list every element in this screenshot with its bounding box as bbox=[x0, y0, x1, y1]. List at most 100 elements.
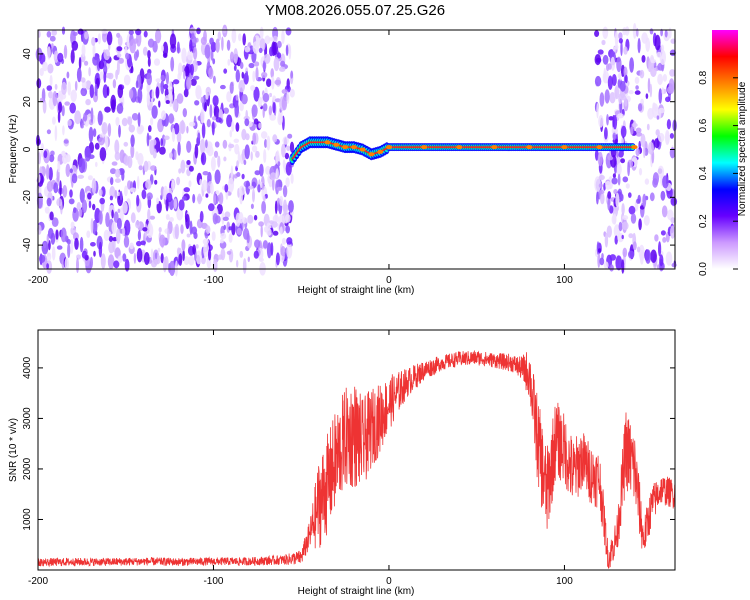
heatmap-noise-cell bbox=[200, 255, 206, 265]
heatmap-noise-cell bbox=[56, 198, 63, 207]
heatmap-noise-cell bbox=[150, 165, 157, 171]
heatmap-noise-cell bbox=[148, 220, 152, 231]
heatmap-noise-cell bbox=[270, 242, 274, 256]
heatmap-noise-cell bbox=[655, 129, 660, 136]
heatmap-noise-cell bbox=[282, 159, 286, 169]
heatmap-noise-cell bbox=[665, 96, 671, 103]
heatmap-noise-cell bbox=[260, 224, 263, 238]
heatmap-noise-cell bbox=[102, 84, 109, 99]
spectrogram-y-tick-label: -40 bbox=[22, 237, 33, 252]
heatmap-noise-cell bbox=[117, 35, 123, 47]
heatmap-noise-cell bbox=[594, 54, 601, 66]
heatmap-noise-cell bbox=[253, 250, 259, 259]
heatmap-noise-cell bbox=[63, 139, 69, 144]
heatmap-noise-cell bbox=[117, 84, 124, 99]
heatmap-noise-cell bbox=[103, 49, 111, 61]
heatmap-noise-cell bbox=[220, 239, 224, 244]
heatmap-noise-cell bbox=[218, 192, 224, 205]
heatmap-noise-cell bbox=[666, 119, 672, 130]
heatmap-noise-cell bbox=[213, 150, 219, 158]
heatmap-noise-cell bbox=[94, 83, 98, 97]
heatmap-noise-cell bbox=[188, 180, 192, 188]
heatmap-noise-cell bbox=[231, 120, 235, 132]
heatmap-noise-cell bbox=[37, 152, 42, 165]
heatmap-noise-cell bbox=[114, 189, 118, 199]
spectrogram-x-tick-label: -100 bbox=[203, 275, 223, 286]
heatmap-noise-cell bbox=[657, 73, 663, 86]
heatmap-noise-cell bbox=[163, 257, 167, 273]
heatmap-noise-cell bbox=[124, 185, 128, 197]
spectrogram-x-tick-label: 100 bbox=[556, 275, 573, 286]
heatmap-noise-cell bbox=[169, 217, 174, 222]
heatmap-noise-cell bbox=[215, 117, 222, 123]
heatmap-noise-cell bbox=[73, 207, 77, 214]
heatmap-noise-cell bbox=[117, 255, 123, 263]
heatmap-noise-cell bbox=[79, 236, 84, 253]
heatmap-noise-cell bbox=[665, 251, 673, 266]
heatmap-noise-cell bbox=[108, 235, 114, 242]
heatmap-noise-cell bbox=[614, 235, 618, 245]
heatmap-noise-cell bbox=[202, 238, 209, 245]
heatmap-noise-cell bbox=[238, 185, 245, 196]
heatmap-noise-cell bbox=[86, 230, 91, 238]
heatmap-noise-cell bbox=[636, 198, 641, 204]
heatmap-noise-cell bbox=[76, 67, 82, 83]
heatmap-noise-cell bbox=[52, 91, 58, 107]
snr-axes: -200 -100 0 100 1000 2000 3000 4000 bbox=[22, 330, 675, 587]
heatmap-noise-cell bbox=[254, 170, 261, 176]
heatmap-noise-cell bbox=[277, 113, 283, 126]
heatmap-noise-cell bbox=[174, 149, 177, 160]
heatmap-noise-cell bbox=[91, 178, 97, 195]
heatmap-noise-cell bbox=[186, 78, 192, 88]
heatmap-noise-cell bbox=[274, 79, 282, 86]
heatmap-noise-cell bbox=[271, 76, 275, 90]
heatmap-noise-cell bbox=[660, 190, 666, 201]
heatmap-noise-cell bbox=[257, 96, 263, 108]
heatmap-noise-cell bbox=[606, 114, 609, 126]
heatmap-noise-cell bbox=[170, 56, 175, 72]
heatmap-noise-cell bbox=[83, 112, 88, 122]
heatmap-noise-cell bbox=[206, 145, 214, 157]
heatmap-noise-cell bbox=[638, 168, 643, 176]
heatmap-noise-cell bbox=[58, 101, 63, 113]
heatmap-noise-cell bbox=[112, 79, 117, 89]
heatmap-noise-cell bbox=[607, 63, 612, 70]
heatmap-noise-cell bbox=[604, 89, 610, 104]
heatmap-noise-cell bbox=[79, 188, 85, 204]
heatmap-noise-cell bbox=[612, 114, 618, 130]
heatmap-noise-cell bbox=[133, 252, 137, 264]
heatmap-noise-cell bbox=[46, 164, 50, 180]
heatmap-noise-cell bbox=[620, 125, 627, 138]
heatmap-noise-cell bbox=[594, 30, 600, 37]
heatmap-noise-cell bbox=[614, 85, 620, 100]
heatmap-noise-cell bbox=[76, 202, 82, 211]
heatmap-noise-cell bbox=[53, 50, 59, 63]
heatmap-noise-cell bbox=[116, 46, 123, 52]
heatmap-noise-cell bbox=[166, 192, 173, 203]
heatmap-noise-cell bbox=[241, 94, 248, 105]
heatmap-noise-cell bbox=[641, 32, 648, 44]
heatmap-noise-cell bbox=[628, 250, 635, 259]
heatmap-noise-cell bbox=[80, 77, 86, 83]
heatmap-noise-cell bbox=[645, 249, 651, 264]
heatmap-noise-cell bbox=[223, 224, 226, 231]
heatmap-noise-cell bbox=[643, 215, 650, 226]
heatmap-noise-cell bbox=[654, 107, 658, 112]
heatmap-noise-cell bbox=[622, 176, 629, 183]
heatmap-noise-cell bbox=[656, 51, 662, 58]
heatmap-noise-cell bbox=[57, 111, 61, 123]
signal-track-peak bbox=[456, 145, 463, 150]
heatmap-noise-cell bbox=[117, 208, 121, 213]
heatmap-noise-cell bbox=[230, 165, 234, 180]
heatmap-noise-cell bbox=[178, 168, 182, 174]
heatmap-noise-cell bbox=[130, 212, 136, 224]
heatmap-noise-cell bbox=[662, 237, 667, 243]
heatmap-noise-cell bbox=[286, 91, 290, 104]
heatmap-noise-cell bbox=[599, 257, 605, 266]
heatmap-noise-cell bbox=[643, 144, 646, 159]
heatmap-noise-cell bbox=[146, 72, 152, 86]
heatmap-noise-cell bbox=[153, 58, 161, 66]
heatmap-noise-cell bbox=[602, 54, 609, 65]
heatmap-noise-cell bbox=[629, 57, 634, 73]
